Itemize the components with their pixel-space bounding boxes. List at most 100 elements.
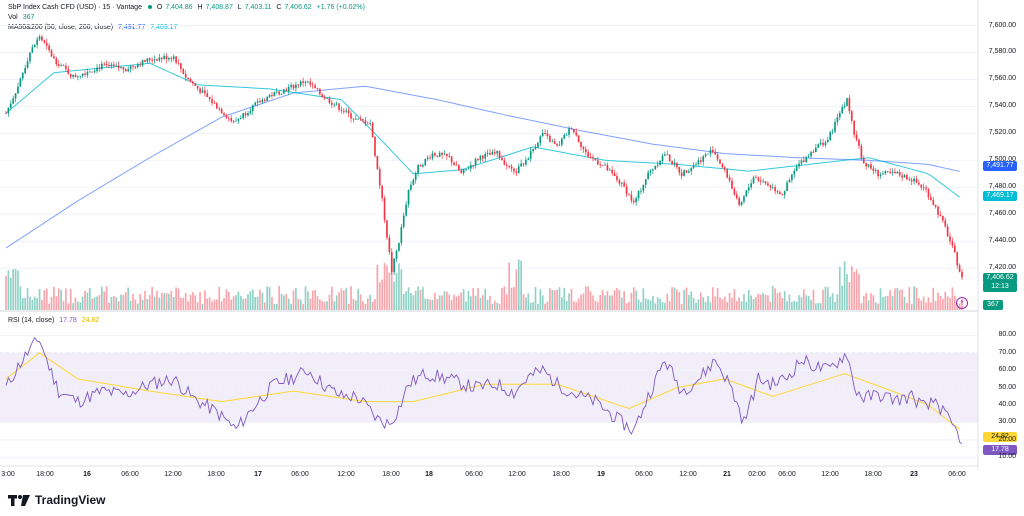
candle-body	[606, 164, 609, 171]
volume-bar	[156, 290, 158, 310]
volume-bar	[158, 297, 161, 310]
volume-bar	[249, 291, 252, 310]
candle-body	[903, 175, 906, 178]
tradingview-logo[interactable]: TradingView	[8, 493, 105, 507]
candle-body	[268, 94, 271, 98]
volume-bar	[853, 272, 856, 310]
volume-bar	[637, 299, 640, 310]
volume-bar	[311, 290, 314, 310]
price-tick-label: 7,520.00	[988, 129, 1016, 137]
candle-body	[824, 142, 827, 146]
candle-body	[424, 158, 427, 166]
volume-bar	[117, 301, 120, 310]
volume-bar	[810, 299, 812, 310]
time-tick-label: 12:00	[164, 471, 182, 478]
candle-body	[455, 164, 458, 166]
brand-name: TradingView	[35, 493, 106, 507]
rsi-legend[interactable]: RSI (14, close) 17.78 24.82	[8, 316, 102, 325]
candle-body	[422, 165, 424, 167]
volume-bar	[625, 303, 628, 310]
candle-body	[14, 93, 17, 99]
candle-body	[898, 171, 901, 176]
symbol-title[interactable]: SbP Index Cash CFD (USD) · 15 · Vantage	[8, 4, 142, 11]
volume-bar	[800, 297, 803, 310]
volume-bar	[338, 292, 340, 310]
candle-body	[786, 182, 788, 192]
volume-bar	[112, 296, 115, 310]
candle-body	[381, 185, 384, 199]
volume-bar	[520, 260, 522, 310]
candle-body	[611, 169, 614, 174]
candle-body	[292, 85, 295, 89]
candle-body	[858, 139, 860, 146]
candle-body	[307, 81, 309, 83]
candle-body	[582, 146, 585, 150]
candle-body	[541, 133, 544, 137]
candle-body	[477, 158, 479, 160]
rsi-value: 17.78	[59, 317, 77, 324]
candle-body	[913, 178, 915, 182]
candle-body	[573, 128, 575, 133]
volume-bar	[342, 290, 345, 310]
volume-bar	[889, 290, 891, 310]
volume-bar	[920, 300, 923, 310]
volume-bar	[29, 296, 31, 310]
candle-body	[838, 113, 841, 118]
lightning-icon[interactable]: ⚡	[956, 297, 968, 309]
volume-bar	[93, 297, 96, 310]
volume-bar	[489, 295, 491, 310]
volume-legend[interactable]: Vol 367	[8, 13, 37, 22]
candle-body	[623, 182, 626, 187]
volume-label[interactable]: Vol	[8, 14, 18, 21]
candle-body	[661, 155, 664, 161]
volume-bar	[733, 289, 736, 310]
candle-body	[910, 179, 913, 182]
candle-body	[321, 94, 324, 98]
volume-bar	[769, 301, 772, 310]
candle-body	[671, 161, 673, 165]
candle-body	[326, 97, 328, 99]
volume-bar	[115, 297, 118, 310]
volume-bar	[803, 289, 805, 310]
volume-bar	[539, 289, 542, 310]
volume-value: 367	[22, 14, 35, 21]
volume-bar	[479, 297, 482, 310]
time-tick-label: 06:00	[465, 471, 483, 478]
candle-body	[378, 169, 381, 186]
candle-body	[163, 56, 165, 59]
ma-legend[interactable]: MA50&200 (50, close, 200, close) 7,491.7…	[8, 23, 180, 32]
low-label: L	[237, 4, 242, 11]
volume-bar	[206, 298, 209, 310]
candle-body	[467, 168, 470, 170]
candle-body	[525, 160, 527, 165]
candle-body	[939, 214, 942, 216]
volume-bar	[235, 295, 237, 310]
candle-body	[419, 164, 422, 167]
ma-label[interactable]: MA50&200 (50, close, 200, close)	[8, 24, 114, 31]
candle-body	[110, 64, 113, 67]
rsi-tick-label: 80.00	[998, 331, 1016, 339]
candle-body	[103, 63, 106, 65]
candle-body	[213, 103, 216, 104]
volume-bar	[606, 291, 609, 310]
candle-body	[740, 201, 743, 205]
volume-bar	[592, 295, 594, 310]
candle-body	[628, 193, 630, 195]
candle-body	[680, 172, 683, 176]
candle-body	[472, 165, 475, 166]
candle-body	[676, 162, 678, 168]
price-candles[interactable]	[5, 34, 963, 281]
volume-bar	[469, 296, 472, 310]
volume-bar	[491, 303, 494, 310]
countdown-tag: 12:13	[983, 282, 1017, 292]
candle-body	[807, 156, 810, 158]
candle-body	[767, 183, 769, 186]
volume-bar	[407, 287, 410, 310]
rsi-label[interactable]: RSI (14, close)	[8, 317, 55, 324]
volume-bar	[692, 297, 695, 310]
symbol-legend[interactable]: SbP Index Cash CFD (USD) · 15 · Vantage …	[8, 3, 368, 12]
candle-body	[417, 164, 419, 174]
candle-body	[86, 72, 89, 75]
candle-body	[374, 136, 376, 156]
